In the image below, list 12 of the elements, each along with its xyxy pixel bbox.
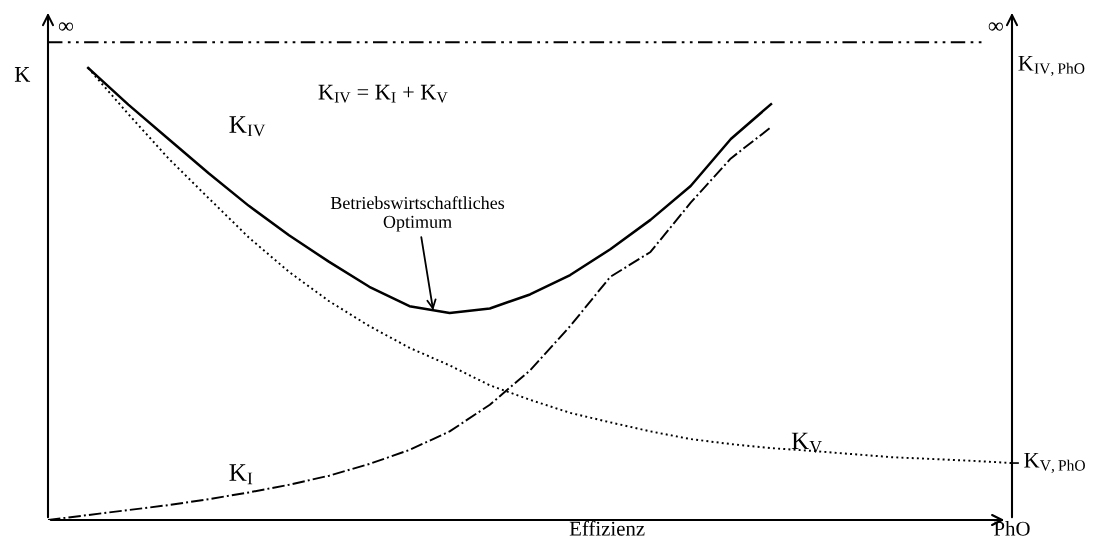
series-label: K$_{IV}$ bbox=[229, 116, 266, 137]
text: PhO bbox=[994, 521, 1030, 536]
series-label: K$_{V}$ bbox=[791, 432, 822, 453]
y2-axis-title: K$_{IV,PhO}$ bbox=[1018, 55, 1085, 76]
annotation: K$_{V,PhO}$ bbox=[1024, 452, 1085, 473]
annotation: K$_{IV}$ = K$_{I}$ + K$_{V}$ bbox=[318, 84, 448, 103]
series-label: K$_{I}$ bbox=[229, 464, 253, 485]
annotation: Betriebswirtschaftliches Optimum bbox=[330, 196, 505, 232]
y-axis-title: K bbox=[14, 67, 31, 82]
text: ∞ bbox=[988, 22, 1003, 31]
ref-line-label: ∞ bbox=[58, 22, 74, 31]
x-axis-title: Effizienz bbox=[569, 520, 645, 536]
